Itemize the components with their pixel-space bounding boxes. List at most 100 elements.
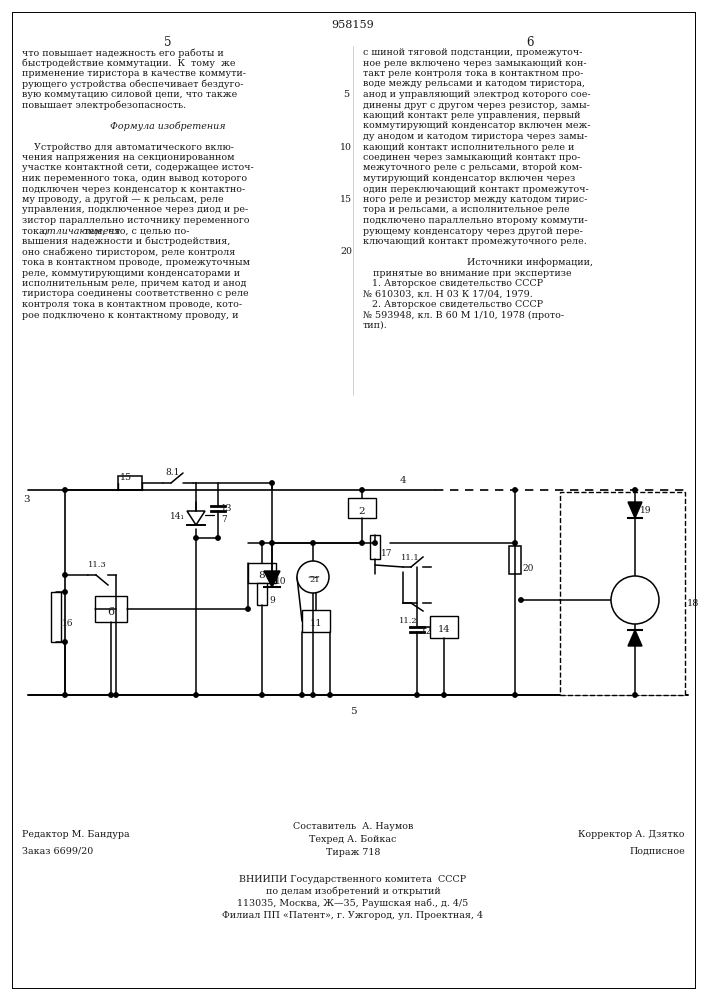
Text: 11: 11 xyxy=(310,619,322,629)
Circle shape xyxy=(519,598,523,602)
Text: рое подключено к контактному проводу, и: рое подключено к контактному проводу, и xyxy=(22,310,238,320)
Text: принятые во внимание при экспертизе: принятые во внимание при экспертизе xyxy=(373,268,572,277)
Text: мутирующий конденсатор включен через: мутирующий конденсатор включен через xyxy=(363,174,575,183)
Text: зистор параллельно источнику переменного: зистор параллельно источнику переменного xyxy=(22,216,250,225)
Text: 8.1: 8.1 xyxy=(165,468,180,477)
Text: тиристора соединены соответственно с реле: тиристора соединены соответственно с рел… xyxy=(22,290,249,298)
Text: Составитель  А. Наумов: Составитель А. Наумов xyxy=(293,822,413,831)
Text: 15: 15 xyxy=(120,473,132,482)
Text: участке контактной сети, содержащее источ-: участке контактной сети, содержащее исто… xyxy=(22,163,254,172)
Text: с шиной тяговой подстанции, промежуточ-: с шиной тяговой подстанции, промежуточ- xyxy=(363,48,583,57)
Text: ду анодом и катодом тиристора через замы-: ду анодом и катодом тиристора через замы… xyxy=(363,132,588,141)
Text: 3: 3 xyxy=(23,495,30,504)
Circle shape xyxy=(216,536,220,540)
Bar xyxy=(430,616,458,638)
Circle shape xyxy=(259,693,264,697)
Circle shape xyxy=(114,693,118,697)
Text: соединен через замыкающий контакт про-: соединен через замыкающий контакт про- xyxy=(363,153,580,162)
Text: тем, что, с целью по-: тем, что, с целью по- xyxy=(81,227,189,235)
Text: такт реле контроля тока в контактном про-: такт реле контроля тока в контактном про… xyxy=(363,69,583,78)
Circle shape xyxy=(513,693,518,697)
Text: 15: 15 xyxy=(340,195,352,204)
Bar xyxy=(51,592,61,642)
Circle shape xyxy=(442,693,446,697)
Circle shape xyxy=(360,488,364,492)
Bar xyxy=(257,583,267,605)
Text: повышает электробезопасность.: повышает электробезопасность. xyxy=(22,101,186,110)
Circle shape xyxy=(63,693,67,697)
Text: 7: 7 xyxy=(221,515,227,524)
Circle shape xyxy=(360,541,364,545)
Text: 10: 10 xyxy=(275,577,286,586)
Text: 14₁: 14₁ xyxy=(170,512,185,521)
Text: межуточного реле с рельсами, второй ком-: межуточного реле с рельсами, второй ком- xyxy=(363,163,583,172)
Text: кающий контакт исполнительного реле и: кающий контакт исполнительного реле и xyxy=(363,142,574,151)
Text: 17: 17 xyxy=(381,549,392,558)
Bar xyxy=(370,535,380,559)
Text: отличающееся: отличающееся xyxy=(42,227,121,235)
Bar xyxy=(118,476,142,490)
Text: 6: 6 xyxy=(107,607,115,617)
Bar xyxy=(248,563,276,583)
Text: ник переменного тока, один вывод которого: ник переменного тока, один вывод которог… xyxy=(22,174,247,183)
Text: Подписное: Подписное xyxy=(629,847,685,856)
Text: что повышает надежность его работы и: что повышает надежность его работы и xyxy=(22,48,223,57)
Circle shape xyxy=(328,693,332,697)
Circle shape xyxy=(373,541,378,545)
Text: № 593948, кл. В 60 М 1/10, 1978 (прото-: № 593948, кл. В 60 М 1/10, 1978 (прото- xyxy=(363,310,564,320)
Polygon shape xyxy=(628,630,642,646)
Text: тип).: тип). xyxy=(363,321,387,330)
Text: 11.2: 11.2 xyxy=(399,617,418,625)
Text: 19: 19 xyxy=(640,506,651,515)
Circle shape xyxy=(633,488,637,492)
Text: ВНИИПИ Государственного комитета  СССР: ВНИИПИ Государственного комитета СССР xyxy=(240,875,467,884)
Text: ключающий контакт промежуточного реле.: ключающий контакт промежуточного реле. xyxy=(363,237,587,246)
Text: тока в контактном проводе, промежуточным: тока в контактном проводе, промежуточным xyxy=(22,258,250,267)
Text: 12: 12 xyxy=(421,627,433,636)
Text: 2. Авторское свидетельство СССР: 2. Авторское свидетельство СССР xyxy=(363,300,543,309)
Polygon shape xyxy=(628,502,642,518)
Circle shape xyxy=(109,693,113,697)
Text: 2: 2 xyxy=(358,506,366,516)
Text: исполнительным реле, причем катод и анод: исполнительным реле, причем катод и анод xyxy=(22,279,246,288)
Circle shape xyxy=(63,640,67,644)
Text: 10: 10 xyxy=(340,142,352,151)
Text: быстродействие коммутации.  К  тому  же: быстродействие коммутации. К тому же xyxy=(22,58,235,68)
Text: ное реле включено через замыкающий кон-: ное реле включено через замыкающий кон- xyxy=(363,58,587,68)
Circle shape xyxy=(415,693,419,697)
Circle shape xyxy=(300,693,304,697)
Circle shape xyxy=(311,541,315,545)
Text: 4: 4 xyxy=(400,476,407,485)
Text: динены друг с другом через резистор, замы-: динены друг с другом через резистор, зам… xyxy=(363,101,590,109)
Text: Устройство для автоматического вклю-: Устройство для автоматического вклю- xyxy=(22,142,234,151)
Text: 9: 9 xyxy=(269,596,275,605)
Circle shape xyxy=(246,607,250,611)
Text: 11.1: 11.1 xyxy=(401,554,420,562)
Text: анод и управляющий электрод которого сое-: анод и управляющий электрод которого сое… xyxy=(363,90,590,99)
Text: Тираж 718: Тираж 718 xyxy=(326,848,380,857)
Text: вышения надежности и быстродействия,: вышения надежности и быстродействия, xyxy=(22,237,230,246)
Text: ~: ~ xyxy=(306,568,320,585)
Text: по делам изобретений и открытий: по делам изобретений и открытий xyxy=(266,887,440,896)
Polygon shape xyxy=(264,571,280,587)
Text: кающий контакт реле управления, первый: кающий контакт реле управления, первый xyxy=(363,111,580,120)
Text: чения напряжения на секционированном: чения напряжения на секционированном xyxy=(22,153,235,162)
Text: Техред А. Бойкас: Техред А. Бойкас xyxy=(309,835,397,844)
Circle shape xyxy=(311,693,315,697)
Text: тока,: тока, xyxy=(22,227,51,235)
Circle shape xyxy=(63,590,67,594)
Text: управления, подключенное через диод и ре-: управления, подключенное через диод и ре… xyxy=(22,206,248,215)
Circle shape xyxy=(194,536,198,540)
Text: 8: 8 xyxy=(259,572,265,580)
Bar xyxy=(509,546,521,574)
Bar xyxy=(560,492,685,695)
Text: 5: 5 xyxy=(343,90,349,99)
Text: реле, коммутирующими конденсаторами и: реле, коммутирующими конденсаторами и xyxy=(22,268,240,277)
Circle shape xyxy=(611,576,659,624)
Text: 21: 21 xyxy=(310,576,320,584)
Text: 14: 14 xyxy=(438,626,450,635)
Text: 18: 18 xyxy=(687,599,699,608)
Text: рующего устройства обеспечивает бездуго-: рующего устройства обеспечивает бездуго- xyxy=(22,80,243,89)
Circle shape xyxy=(63,573,67,577)
Text: рующему конденсатору через другой пере-: рующему конденсатору через другой пере- xyxy=(363,227,583,235)
